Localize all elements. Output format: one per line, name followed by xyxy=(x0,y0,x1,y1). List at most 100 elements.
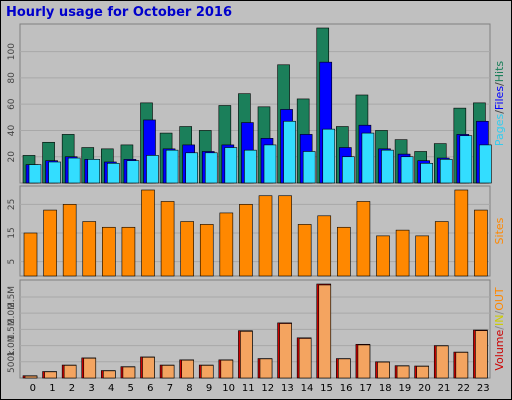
y-tick-label: 15 xyxy=(7,227,17,238)
bar-pages-11 xyxy=(244,149,257,184)
x-tick-label-12: 12 xyxy=(261,383,274,394)
bar-pages-5 xyxy=(126,160,140,184)
x-tick-label-17: 17 xyxy=(359,383,372,394)
bar-pages-19 xyxy=(400,156,414,184)
bar-sites-18 xyxy=(376,235,390,277)
x-tick-label-4: 4 xyxy=(108,383,114,394)
bar-pages-21 xyxy=(439,159,453,184)
x-tick-label-13: 13 xyxy=(281,383,294,394)
bar-pages-0 xyxy=(28,164,42,184)
bar-sites-11 xyxy=(239,204,253,277)
legend-entry: / xyxy=(493,311,506,315)
bar-sites-5 xyxy=(121,226,136,277)
bar-volume_in-11 xyxy=(240,331,253,379)
bar-pages-16 xyxy=(342,156,355,184)
x-tick-label-1: 1 xyxy=(49,383,55,394)
bar-pages-9 xyxy=(204,152,218,184)
legend-entry: Sites xyxy=(493,217,506,244)
x-tick-label-5: 5 xyxy=(128,383,134,394)
bar-volume_in-16 xyxy=(338,358,351,379)
bar-volume_in-13 xyxy=(279,323,292,379)
bar-volume_in-4 xyxy=(103,370,116,379)
x-tick-label-11: 11 xyxy=(242,383,255,394)
y-tick-label: 25 xyxy=(7,199,17,210)
x-tick-label-3: 3 xyxy=(88,383,94,394)
x-tick-label-16: 16 xyxy=(340,383,353,394)
bar-volume_in-3 xyxy=(83,357,97,379)
bar-sites-15 xyxy=(317,215,332,277)
bar-volume_in-23 xyxy=(475,330,488,379)
bar-volume_in-10 xyxy=(220,359,234,379)
y-tick-label: 100 xyxy=(7,43,17,60)
x-tick-label-0: 0 xyxy=(30,383,36,394)
bar-volume_in-1 xyxy=(44,371,57,379)
y-tick-label: 40 xyxy=(7,124,17,136)
bar-sites-19 xyxy=(395,229,410,277)
bar-sites-2 xyxy=(62,204,77,277)
y-tick-label: 1.5M xyxy=(7,318,17,340)
bar-pages-20 xyxy=(420,162,433,184)
legend-entry: Pages xyxy=(493,114,506,147)
bar-volume_in-2 xyxy=(63,365,77,379)
bar-volume_in-5 xyxy=(122,366,136,379)
chart-title: Hourly usage for October 2016 xyxy=(6,5,232,20)
panel-legend-volume: Volume/IN/OUT xyxy=(493,287,506,371)
y-tick-label: 20 xyxy=(7,151,17,163)
y-tick-label: 80 xyxy=(7,72,17,84)
bar-pages-15 xyxy=(322,128,336,184)
bar-volume_in-8 xyxy=(181,359,194,379)
bar-volume_in-17 xyxy=(357,344,371,379)
bar-pages-12 xyxy=(263,144,277,184)
legend-entry: Volume xyxy=(493,329,506,370)
legend-entry: OUT xyxy=(493,287,506,311)
x-tick-label-23: 23 xyxy=(477,383,490,394)
bar-pages-10 xyxy=(224,147,238,184)
x-tick-label-22: 22 xyxy=(457,383,470,394)
bar-sites-21 xyxy=(434,221,449,277)
x-tick-label-19: 19 xyxy=(399,383,412,394)
bar-pages-7 xyxy=(165,149,179,184)
bar-volume_in-9 xyxy=(200,365,214,379)
panel-legend-sites: Sites xyxy=(493,217,506,244)
y-tick-label: 2.5M xyxy=(7,286,17,308)
x-tick-label-18: 18 xyxy=(379,383,392,394)
x-tick-label-2: 2 xyxy=(69,383,75,394)
bar-pages-8 xyxy=(185,152,198,184)
bar-pages-2 xyxy=(67,157,81,184)
bar-sites-10 xyxy=(219,212,234,277)
bar-volume_in-20 xyxy=(416,366,429,379)
bar-sites-16 xyxy=(337,226,351,277)
legend-entry: IN xyxy=(493,315,506,326)
bar-volume_in-19 xyxy=(396,365,410,379)
bar-sites-22 xyxy=(454,189,469,277)
bar-sites-3 xyxy=(82,221,97,277)
x-tick-label-9: 9 xyxy=(206,383,212,394)
y-tick-label: 1.0M xyxy=(7,335,17,357)
legend-entry: / xyxy=(493,110,506,114)
x-tick-label-14: 14 xyxy=(301,383,314,394)
x-tick-label-15: 15 xyxy=(320,383,333,394)
bar-volume_in-21 xyxy=(435,345,449,379)
bar-pages-23 xyxy=(479,144,492,184)
bar-sites-23 xyxy=(474,209,488,277)
bar-sites-9 xyxy=(199,224,214,277)
panel-frame-sites xyxy=(19,185,491,277)
bar-sites-17 xyxy=(356,201,371,277)
legend-entry: Files xyxy=(493,86,506,110)
bar-sites-7 xyxy=(160,201,175,277)
legend-entry: / xyxy=(493,326,506,330)
bar-pages-18 xyxy=(381,149,394,184)
y-tick-label: 500k xyxy=(7,350,17,373)
bar-pages-22 xyxy=(459,135,473,184)
x-tick-label-21: 21 xyxy=(438,383,451,394)
bar-pages-14 xyxy=(302,151,316,184)
bar-pages-6 xyxy=(146,155,159,184)
legend-entry: / xyxy=(493,82,506,86)
y-tick-label: 5 xyxy=(7,259,17,265)
bar-sites-13 xyxy=(278,195,292,277)
x-tick-label-7: 7 xyxy=(167,383,173,394)
bar-sites-6 xyxy=(141,189,155,277)
bar-sites-4 xyxy=(102,226,116,277)
